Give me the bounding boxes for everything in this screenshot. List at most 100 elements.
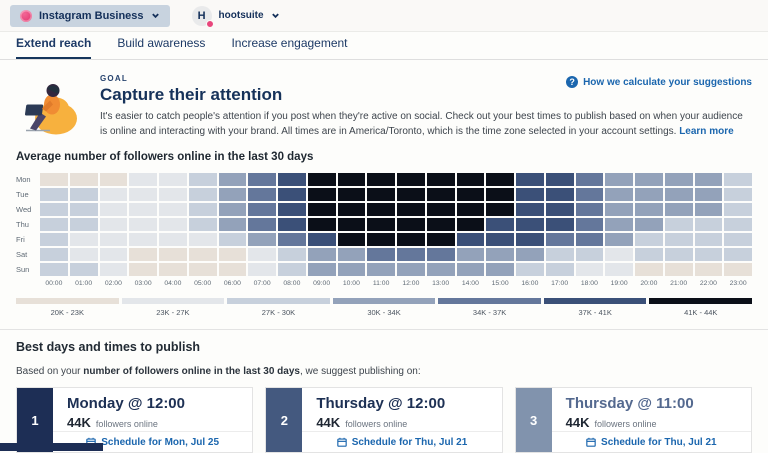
heatmap-cell-thu-21:00[interactable] <box>664 218 693 231</box>
heatmap-cell-tue-04:00[interactable] <box>159 188 187 201</box>
heatmap-cell-tue-17:00[interactable] <box>545 188 574 201</box>
heatmap-cell-sun-22:00[interactable] <box>694 263 723 276</box>
heatmap-cell-wed-17:00[interactable] <box>545 203 574 216</box>
heatmap-cell-thu-03:00[interactable] <box>129 218 157 231</box>
heatmap-cell-tue-16:00[interactable] <box>516 188 544 201</box>
heatmap-cell-wed-00:00[interactable] <box>40 203 68 216</box>
heatmap-cell-sat-07:00[interactable] <box>248 248 276 261</box>
heatmap-cell-sat-11:00[interactable] <box>367 248 395 261</box>
heatmap-cell-wed-21:00[interactable] <box>664 203 693 216</box>
heatmap-cell-sat-12:00[interactable] <box>397 248 425 261</box>
heatmap-cell-sun-18:00[interactable] <box>575 263 604 276</box>
heatmap-cell-mon-05:00[interactable] <box>188 173 217 186</box>
heatmap-cell-sun-07:00[interactable] <box>248 263 276 276</box>
heatmap-cell-wed-16:00[interactable] <box>516 203 544 216</box>
heatmap-cell-sat-20:00[interactable] <box>635 248 663 261</box>
heatmap-cell-thu-06:00[interactable] <box>218 218 247 231</box>
heatmap-cell-fri-20:00[interactable] <box>635 233 663 246</box>
heatmap-cell-mon-00:00[interactable] <box>40 173 68 186</box>
heatmap-cell-sun-02:00[interactable] <box>99 263 128 276</box>
heatmap-cell-thu-18:00[interactable] <box>575 218 604 231</box>
heatmap-cell-tue-07:00[interactable] <box>248 188 276 201</box>
heatmap-cell-sun-11:00[interactable] <box>367 263 395 276</box>
heatmap-cell-mon-23:00[interactable] <box>724 173 752 186</box>
heatmap-cell-fri-19:00[interactable] <box>605 233 633 246</box>
heatmap-cell-wed-10:00[interactable] <box>337 203 366 216</box>
heatmap-cell-wed-01:00[interactable] <box>69 203 98 216</box>
heatmap-cell-tue-01:00[interactable] <box>69 188 98 201</box>
heatmap-cell-sun-05:00[interactable] <box>188 263 217 276</box>
heatmap-cell-tue-03:00[interactable] <box>129 188 157 201</box>
heatmap-cell-mon-16:00[interactable] <box>516 173 544 186</box>
heatmap-cell-mon-02:00[interactable] <box>99 173 128 186</box>
heatmap-cell-sun-23:00[interactable] <box>724 263 752 276</box>
heatmap-cell-wed-11:00[interactable] <box>367 203 395 216</box>
heatmap-cell-sat-02:00[interactable] <box>99 248 128 261</box>
heatmap-cell-sun-20:00[interactable] <box>635 263 663 276</box>
heatmap-cell-mon-20:00[interactable] <box>635 173 663 186</box>
heatmap-cell-mon-04:00[interactable] <box>159 173 187 186</box>
heatmap-cell-sun-09:00[interactable] <box>307 263 336 276</box>
heatmap-cell-thu-19:00[interactable] <box>605 218 633 231</box>
heatmap-cell-sun-17:00[interactable] <box>545 263 574 276</box>
heatmap-cell-sat-01:00[interactable] <box>69 248 98 261</box>
heatmap-cell-sun-12:00[interactable] <box>397 263 425 276</box>
heatmap-cell-mon-14:00[interactable] <box>456 173 485 186</box>
heatmap-cell-fri-14:00[interactable] <box>456 233 485 246</box>
heatmap-cell-tue-14:00[interactable] <box>456 188 485 201</box>
heatmap-cell-wed-19:00[interactable] <box>605 203 633 216</box>
org-selector[interactable]: H hootsuite <box>191 5 280 28</box>
schedule-button[interactable]: Schedule for Thu, Jul 21 <box>551 431 751 452</box>
heatmap-cell-mon-19:00[interactable] <box>605 173 633 186</box>
heatmap-cell-fri-16:00[interactable] <box>516 233 544 246</box>
heatmap-cell-mon-07:00[interactable] <box>248 173 276 186</box>
heatmap-cell-tue-11:00[interactable] <box>367 188 395 201</box>
heatmap-cell-sat-05:00[interactable] <box>188 248 217 261</box>
heatmap-cell-thu-20:00[interactable] <box>635 218 663 231</box>
heatmap-cell-mon-22:00[interactable] <box>694 173 723 186</box>
heatmap-cell-fri-09:00[interactable] <box>307 233 336 246</box>
heatmap-cell-mon-03:00[interactable] <box>129 173 157 186</box>
heatmap-cell-thu-08:00[interactable] <box>278 218 306 231</box>
heatmap-cell-fri-04:00[interactable] <box>159 233 187 246</box>
heatmap-cell-sun-14:00[interactable] <box>456 263 485 276</box>
heatmap-cell-mon-12:00[interactable] <box>397 173 425 186</box>
heatmap-cell-thu-00:00[interactable] <box>40 218 68 231</box>
heatmap-cell-sat-13:00[interactable] <box>426 248 455 261</box>
heatmap-cell-tue-21:00[interactable] <box>664 188 693 201</box>
heatmap-cell-thu-16:00[interactable] <box>516 218 544 231</box>
heatmap-cell-fri-22:00[interactable] <box>694 233 723 246</box>
heatmap-cell-mon-08:00[interactable] <box>278 173 306 186</box>
heatmap-cell-sat-14:00[interactable] <box>456 248 485 261</box>
heatmap-cell-mon-17:00[interactable] <box>545 173 574 186</box>
heatmap-cell-sat-23:00[interactable] <box>724 248 752 261</box>
heatmap-cell-fri-15:00[interactable] <box>486 233 514 246</box>
heatmap-cell-fri-05:00[interactable] <box>188 233 217 246</box>
heatmap-cell-sat-19:00[interactable] <box>605 248 633 261</box>
heatmap-cell-fri-01:00[interactable] <box>69 233 98 246</box>
heatmap-cell-thu-22:00[interactable] <box>694 218 723 231</box>
heatmap-cell-thu-05:00[interactable] <box>188 218 217 231</box>
heatmap-cell-sat-18:00[interactable] <box>575 248 604 261</box>
heatmap-cell-tue-18:00[interactable] <box>575 188 604 201</box>
heatmap-cell-sat-16:00[interactable] <box>516 248 544 261</box>
heatmap-cell-fri-17:00[interactable] <box>545 233 574 246</box>
heatmap-cell-fri-07:00[interactable] <box>248 233 276 246</box>
heatmap-cell-fri-08:00[interactable] <box>278 233 306 246</box>
heatmap-cell-mon-11:00[interactable] <box>367 173 395 186</box>
heatmap-cell-tue-13:00[interactable] <box>426 188 455 201</box>
heatmap-cell-wed-12:00[interactable] <box>397 203 425 216</box>
heatmap-cell-sat-00:00[interactable] <box>40 248 68 261</box>
heatmap-cell-sun-03:00[interactable] <box>129 263 157 276</box>
tab-increase-engagement[interactable]: Increase engagement <box>231 36 348 50</box>
heatmap-cell-sun-04:00[interactable] <box>159 263 187 276</box>
how-we-calculate-link[interactable]: ? How we calculate your suggestions <box>566 76 752 88</box>
heatmap-cell-sun-21:00[interactable] <box>664 263 693 276</box>
heatmap-cell-wed-03:00[interactable] <box>129 203 157 216</box>
heatmap-cell-mon-09:00[interactable] <box>307 173 336 186</box>
heatmap-cell-tue-19:00[interactable] <box>605 188 633 201</box>
heatmap-cell-tue-09:00[interactable] <box>307 188 336 201</box>
heatmap-cell-mon-10:00[interactable] <box>337 173 366 186</box>
heatmap-cell-wed-20:00[interactable] <box>635 203 663 216</box>
heatmap-cell-thu-15:00[interactable] <box>486 218 514 231</box>
